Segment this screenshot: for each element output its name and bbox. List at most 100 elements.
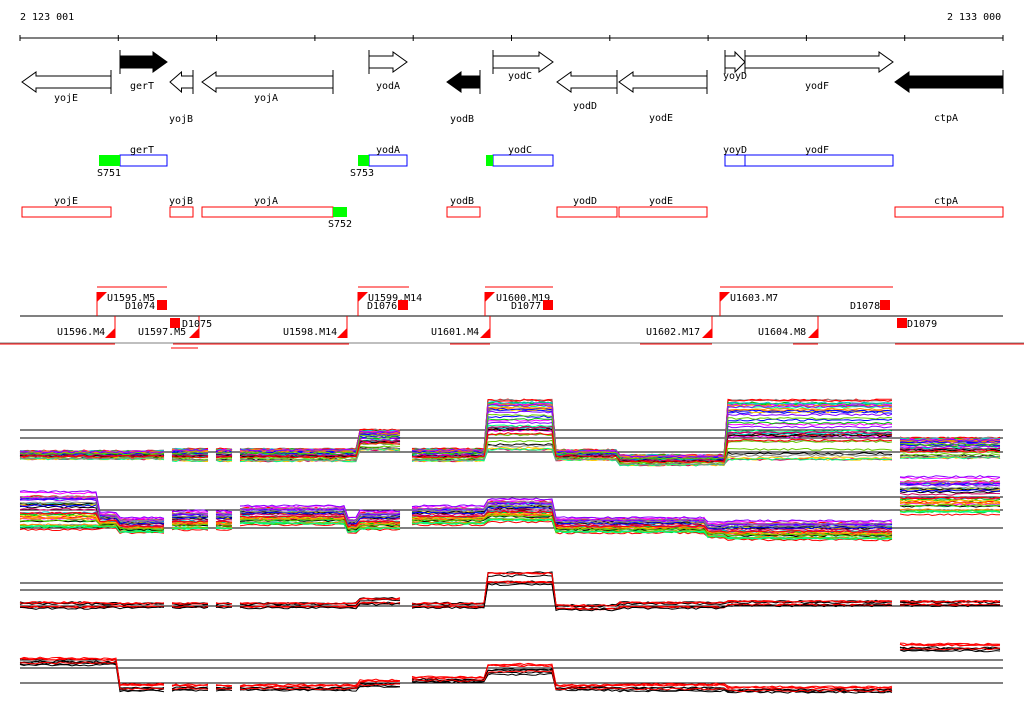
expression-profile-line	[19, 646, 1001, 692]
downshift-flag-icon	[480, 328, 490, 338]
reverse-operon-box	[556, 206, 618, 218]
forward-operon-label: yodC	[508, 145, 532, 156]
gene-arrow-yodC	[492, 51, 554, 73]
upshift-flag-icon	[485, 292, 495, 302]
deletion-marker	[897, 318, 907, 328]
forward-operon-box	[368, 154, 408, 167]
reverse-operon-label: yojE	[54, 196, 78, 207]
forward-operon-label: gerT	[130, 145, 154, 156]
gene-arrow-yodF	[744, 51, 894, 73]
site-label: S752	[328, 219, 352, 230]
gene-arrow-yojE	[21, 71, 112, 93]
tss-site-marker	[333, 207, 347, 217]
expression-profile-line	[20, 583, 1001, 612]
segment-label: U1596.M4	[57, 327, 105, 338]
reverse-operon-label: yojB	[169, 196, 193, 207]
segment-label: U1597.M5	[138, 327, 186, 338]
forward-operon-label: yodA	[376, 145, 400, 156]
expression-panel-1	[19, 398, 1003, 467]
expression-profile-line	[19, 425, 1001, 462]
reverse-operon-label: yodD	[573, 196, 597, 207]
segment-label: D1078	[850, 301, 880, 312]
gene-label-ctpA: ctpA	[934, 113, 958, 124]
segment-label: U1598.M14	[283, 327, 337, 338]
expression-profile-line	[19, 503, 1001, 537]
gene-label-yojA: yojA	[254, 93, 278, 104]
deletion-marker	[880, 300, 890, 310]
expression-profile-line	[19, 510, 1001, 540]
expression-profile-line	[19, 475, 1001, 523]
tss-site-marker	[99, 155, 120, 166]
gene-label-yodA: yodA	[376, 81, 400, 92]
reverse-operon-box	[169, 206, 194, 218]
reverse-operon-box	[618, 206, 708, 218]
ruler-end-coordinate: 2 133 000	[947, 12, 1002, 23]
expression-profile-line	[19, 489, 1001, 530]
expression-profile-line	[19, 413, 1001, 460]
gene-arrow-yodA	[368, 51, 408, 73]
gene-arrow-yojB	[169, 70, 194, 94]
site-label: S751	[97, 168, 121, 179]
forward-operon-label: yoyD	[723, 145, 747, 156]
reverse-operon-label: ctpA	[934, 196, 958, 207]
gene-arrow-yojA	[201, 71, 334, 93]
upshift-flag-icon	[358, 292, 368, 302]
gene-label-yodE: yodE	[649, 113, 673, 124]
segment-label: D1076	[367, 301, 397, 312]
downshift-flag-icon	[702, 328, 712, 338]
gene-label-yoyD: yoyD	[723, 71, 747, 82]
gene-label-yodB: yodB	[450, 114, 474, 125]
forward-operon-box	[724, 154, 746, 167]
gene-arrow-yodD	[556, 71, 618, 93]
segment-label: U1602.M17	[646, 327, 700, 338]
segment-label: U1600.M19	[496, 293, 550, 304]
reverse-operon-label: yodB	[450, 196, 474, 207]
gene-arrow-gerT	[119, 51, 168, 73]
expression-profile-line	[19, 480, 1001, 526]
forward-operon-box	[744, 154, 894, 167]
segment-label: D1075	[182, 319, 212, 330]
gene-label-yojB: yojB	[169, 114, 193, 125]
expression-profile-line	[19, 432, 1001, 464]
forward-operon-label: yodF	[805, 145, 829, 156]
segment-label: D1079	[907, 319, 937, 330]
expression-profile-line	[19, 496, 1001, 533]
reverse-operon-box	[201, 206, 334, 218]
deletion-marker	[398, 300, 408, 310]
gene-arrow-yodB	[446, 71, 481, 93]
forward-operon-box	[119, 154, 168, 167]
expression-profile-line	[19, 643, 1001, 690]
expression-profile-line	[19, 504, 1001, 538]
expression-profile-line	[19, 571, 1001, 608]
expression-profile-line	[20, 403, 1001, 458]
gene-label-yodC: yodC	[508, 71, 532, 82]
deletion-marker	[170, 318, 180, 328]
expression-profile-line	[19, 444, 1001, 466]
segment-label: U1601.M4	[431, 327, 479, 338]
expression-panel-2	[19, 475, 1003, 542]
reverse-operon-label: yodE	[649, 196, 673, 207]
reverse-operon-box	[446, 206, 481, 218]
downshift-flag-icon	[105, 328, 115, 338]
expression-panel-3	[19, 571, 1003, 612]
expression-profile-line	[19, 425, 1001, 462]
downshift-flag-icon	[337, 328, 347, 338]
reverse-operon-label: yojA	[254, 196, 278, 207]
segment-label: U1604.M8	[758, 327, 806, 338]
reverse-operon-box	[21, 206, 112, 218]
expression-profile-line	[19, 513, 1000, 542]
expression-profile-line	[20, 476, 1001, 525]
gene-label-yodD: yodD	[573, 101, 597, 112]
expression-profile-line	[19, 647, 1001, 693]
gene-arrow-yodE	[618, 71, 708, 93]
segment-label: U1595.M5	[107, 293, 155, 304]
forward-operon-box	[492, 154, 554, 167]
upshift-flag-icon	[97, 292, 107, 302]
site-label: S753	[350, 168, 374, 179]
gene-arrow-ctpA	[894, 71, 1004, 93]
expression-profile-line	[19, 574, 1001, 608]
gene-label-gerT: gerT	[130, 81, 154, 92]
gene-label-yodF: yodF	[805, 81, 829, 92]
